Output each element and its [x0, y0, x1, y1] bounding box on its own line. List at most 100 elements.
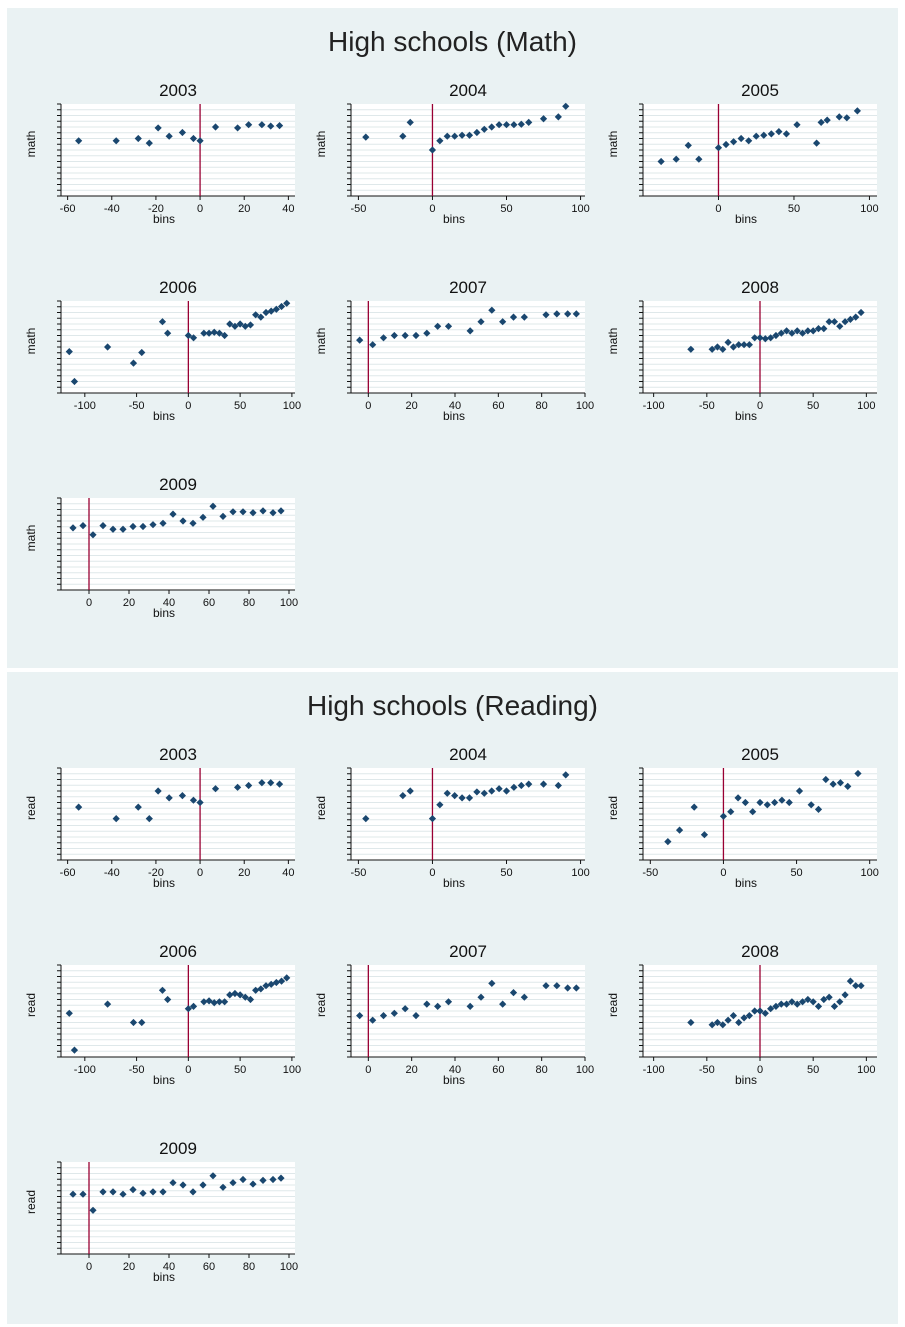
x-tick-label: -50	[699, 1064, 715, 1076]
data-point	[572, 310, 580, 318]
x-tick-label: 0	[86, 597, 92, 609]
data-point	[209, 502, 217, 510]
subplot-title: 2004	[449, 81, 487, 100]
x-tick-label: 100	[283, 400, 301, 412]
data-point	[767, 130, 775, 138]
data-point	[451, 132, 459, 140]
data-point	[210, 999, 218, 1007]
data-point	[846, 977, 855, 985]
y-axis-label: math	[314, 131, 328, 158]
data-point	[134, 134, 142, 143]
data-point	[252, 311, 260, 319]
data-point	[480, 125, 488, 133]
data-point	[277, 507, 285, 515]
data-point	[807, 801, 815, 809]
data-point	[79, 1190, 87, 1198]
data-point	[502, 787, 511, 795]
data-point	[277, 302, 286, 311]
x-axis-label: bins	[153, 1073, 175, 1087]
x-tick-label: 0	[720, 867, 726, 879]
data-point	[220, 331, 229, 340]
data-point	[275, 122, 284, 130]
x-axis-label: bins	[153, 876, 175, 890]
data-point	[246, 995, 255, 1004]
data-point	[169, 1179, 177, 1187]
subplot-title: 2008	[741, 942, 779, 961]
x-tick-label: -40	[104, 867, 120, 879]
x-tick-label: -50	[129, 400, 145, 412]
data-point	[129, 1186, 137, 1194]
data-point	[554, 113, 562, 121]
subplot-title: 2006	[159, 278, 197, 297]
x-tick-label: 100	[861, 867, 879, 879]
x-tick-label: 0	[429, 203, 435, 215]
subplot-title: 2007	[449, 278, 487, 297]
x-tick-label: 50	[807, 400, 819, 412]
y-axis-label: read	[314, 796, 328, 820]
data-point	[564, 984, 572, 992]
data-point	[258, 779, 266, 787]
x-tick-label: 80	[536, 1064, 548, 1076]
x-axis-label: bins	[735, 212, 757, 226]
x-tick-label: 50	[790, 867, 802, 879]
data-point	[756, 798, 764, 807]
data-point	[804, 995, 812, 1004]
data-point	[189, 134, 198, 143]
subplot-title: 2003	[159, 745, 197, 764]
data-point	[258, 121, 266, 129]
x-tick-label: 40	[282, 867, 294, 879]
x-tick-label: 100	[571, 867, 589, 879]
data-point	[751, 1007, 759, 1015]
data-point	[401, 331, 409, 340]
y-axis-label: read	[24, 993, 38, 1017]
x-tick-label: -50	[350, 203, 366, 215]
x-tick-label: 80	[243, 1261, 255, 1273]
data-point	[564, 310, 572, 318]
data-point	[379, 334, 388, 342]
x-tick-label: 60	[203, 1261, 215, 1273]
subplot-math-2006: 2006 math -100 -50 0 50 100 bins	[24, 278, 301, 423]
x-tick-label: 20	[238, 203, 250, 215]
x-tick-label: 60	[492, 1064, 504, 1076]
data-point	[236, 320, 244, 328]
data-point	[112, 137, 120, 145]
data-point	[229, 1179, 237, 1187]
x-tick-label: 40	[449, 400, 461, 412]
data-point	[813, 139, 821, 147]
figure-math-panel: High schools (Math) 2003 math -60 -40 -20 0 20…	[7, 8, 898, 668]
x-tick-label: 20	[406, 1064, 418, 1076]
data-point	[756, 334, 764, 342]
data-point	[714, 144, 723, 152]
x-tick-label: 100	[857, 1064, 875, 1076]
x-tick-label: 100	[280, 597, 298, 609]
subplot-math-2004: 2004 math -50 0 50 100 bins	[314, 81, 590, 226]
data-point	[149, 521, 157, 529]
data-point	[795, 787, 804, 795]
x-tick-label: -40	[104, 203, 120, 215]
data-point	[412, 1012, 420, 1020]
data-point	[822, 775, 830, 784]
data-point	[277, 977, 286, 985]
subplot-read-2004: 2004 read -50 0 50 100 bins	[314, 745, 590, 890]
x-tick-label: 50	[788, 203, 800, 215]
data-point	[741, 798, 749, 807]
data-point	[184, 331, 192, 340]
data-point	[719, 812, 728, 820]
x-tick-label: 100	[576, 1064, 594, 1076]
y-axis-label: read	[314, 993, 328, 1017]
x-tick-label: 40	[163, 597, 175, 609]
figure-title-reading: High schools (Reading)	[306, 690, 599, 721]
data-point	[119, 1190, 127, 1198]
data-point	[249, 509, 257, 517]
x-tick-label: -100	[643, 400, 665, 412]
data-point	[229, 508, 237, 516]
data-point	[572, 984, 580, 992]
data-point	[165, 132, 173, 140]
data-point	[164, 995, 172, 1004]
x-axis-label: bins	[153, 606, 175, 620]
subplot-math-2007: 2007 math 0 20 40 60 80 100 bins	[314, 278, 594, 423]
y-axis-label: math	[606, 131, 620, 158]
y-axis-label: read	[24, 796, 38, 820]
data-point	[196, 798, 204, 807]
data-point	[283, 974, 291, 982]
